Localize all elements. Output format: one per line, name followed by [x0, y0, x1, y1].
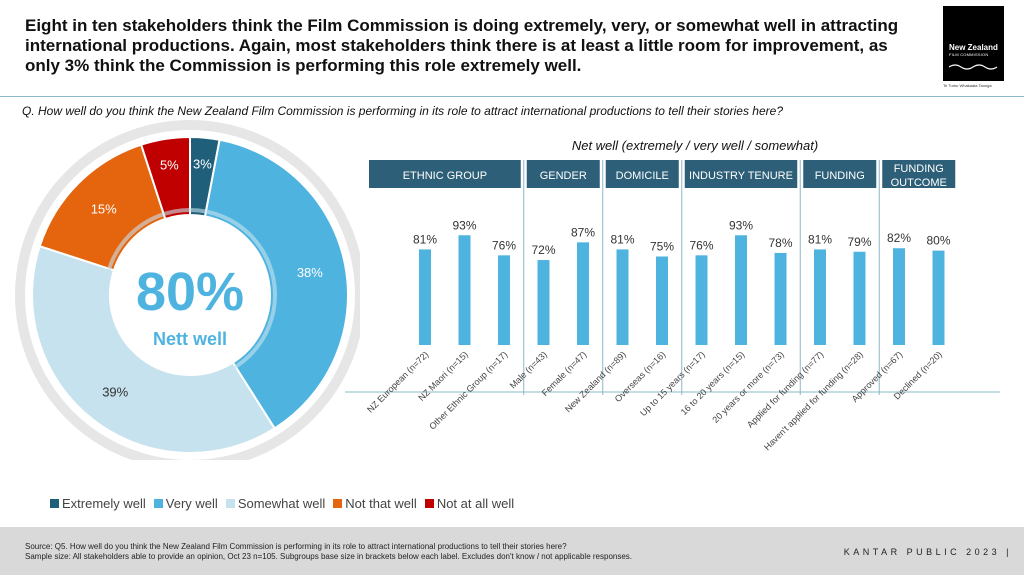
legend-label: Extremely well: [62, 496, 146, 511]
headline: Eight in ten stakeholders think the Film…: [25, 16, 899, 75]
survey-question: Q. How well do you think the New Zealand…: [22, 104, 783, 118]
bar-approved-n-67: [893, 248, 905, 345]
nett-well-label: Nett well: [153, 329, 227, 349]
header-divider: [0, 96, 1024, 97]
slice-label-not-that-well: 15%: [91, 202, 117, 217]
source-note: Source: Q5. How well do you think the Ne…: [25, 542, 632, 562]
legend-swatch: [333, 499, 343, 508]
nzfc-logo: New Zealand FILM COMMISSION: [943, 6, 1004, 81]
donut-outer-ring: [15, 120, 360, 460]
footer: Source: Q5. How well do you think the Ne…: [0, 527, 1024, 575]
slice-label-extremely-well: 3%: [193, 157, 212, 172]
logo-wave-icon: [948, 64, 998, 70]
group-header-label: FUNDING: [815, 170, 865, 182]
category-label: Applied for funding (n=77): [745, 349, 825, 429]
slice-label-somewhat-well: 39%: [102, 384, 128, 399]
group-header-label: FUNDING: [894, 163, 944, 175]
category-label: NZ European (n=72): [365, 349, 430, 414]
legend-item-extremely-well: Extremely well: [50, 496, 146, 511]
legend-label: Somewhat well: [237, 496, 326, 511]
donut-hole: [110, 215, 270, 375]
legend-label: Not at all well: [436, 496, 515, 511]
bar-male-n-43: [537, 260, 550, 345]
bar-applied-for-funding-n-77: [814, 249, 826, 345]
group-header-label: DOMICILE: [616, 170, 669, 182]
bar-value-label: 72%: [531, 243, 555, 257]
bar-value-label: 76%: [689, 238, 713, 252]
bar-value-label: 93%: [729, 218, 753, 232]
legend-item-not-that-well: Not that well: [333, 496, 417, 511]
group-header-domicile: [605, 160, 679, 188]
legend-label: Not that well: [345, 496, 417, 511]
group-header-funding-outcome: [882, 160, 956, 188]
legend-label: Very well: [165, 496, 218, 511]
bar-16-to-20-years-n-15: [735, 235, 747, 345]
legend-item-very-well: Very well: [153, 496, 218, 511]
bar-20-years-or-more-n-73: [774, 252, 787, 345]
bar-value-label: 76%: [492, 238, 516, 252]
bar-haven-t-applied-for-funding-n-28: [853, 251, 866, 345]
bar-nz-maori-n-15: [458, 235, 471, 345]
subgroup-bar-chart: Net well (extremely / very well / somewh…: [345, 138, 1000, 452]
legend-swatch: [153, 499, 163, 508]
slice-label-very-well: 38%: [297, 265, 323, 280]
bar-female-n-47: [577, 242, 589, 345]
group-header-label: GENDER: [540, 170, 587, 182]
brand-mark: KANTAR PUBLIC 2023 |: [843, 547, 1012, 557]
legend-item-not-at-all-well: Not at all well: [424, 496, 515, 511]
category-label: Other Ethnic Group (n=17): [427, 349, 509, 431]
group-header-ethnic-group: [369, 160, 521, 188]
donut-chart: 3% 38% 39% 15% 5% 80% Nett well: [15, 120, 360, 460]
bar-chart-title: Net well (extremely / very well / somewh…: [572, 138, 818, 153]
nett-well-value: 80%: [136, 262, 244, 322]
bar-value-label: 93%: [452, 218, 476, 232]
bar-up-to-15-years-n-17: [695, 255, 708, 345]
sample-line: Sample size: All stakeholders able to pr…: [25, 552, 633, 561]
donut-legend: Extremely well Very well Somewhat well Not …: [50, 496, 522, 511]
bar-value-label: 81%: [808, 232, 832, 246]
legend-swatch: [424, 499, 434, 508]
bar-value-label: 81%: [413, 232, 437, 246]
bar-value-label: 87%: [571, 225, 595, 239]
category-label: Up to 15 years (n=17): [638, 349, 707, 418]
bar-value-label: 80%: [926, 234, 950, 248]
legend-swatch: [225, 499, 235, 508]
bar-other-ethnic-group-n-17: [498, 255, 510, 345]
category-label: 20 years or more (n=73): [710, 349, 786, 425]
legend-swatch: [50, 499, 59, 508]
bar-value-label: 81%: [610, 232, 634, 246]
group-header-label: OUTCOME: [891, 177, 947, 189]
legend-item-somewhat-well: Somewhat well: [225, 496, 326, 511]
bar-value-label: 79%: [847, 235, 871, 249]
bar-value-label: 82%: [887, 231, 911, 245]
source-line: Source: Q5. How well do you think the Ne…: [25, 542, 567, 551]
logo-line1: New Zealand: [949, 43, 998, 52]
logo-line2: FILM COMMISSION: [949, 52, 989, 57]
bar-value-label: 78%: [768, 236, 792, 250]
group-header-gender: [526, 160, 600, 188]
bar-nz-european-n-72: [419, 249, 431, 345]
bar-overseas-n-16: [656, 256, 668, 345]
group-header-label: INDUSTRY TENURE: [689, 170, 793, 182]
bar-value-label: 75%: [650, 240, 674, 254]
bar-declined-n-20: [932, 250, 945, 345]
donut-inner-ring: [103, 208, 277, 382]
group-header-label: ETHNIC GROUP: [403, 170, 487, 182]
category-label: Male (n=43): [508, 349, 549, 390]
logo-tagline: Te Tumu Whakaata Taonga: [943, 83, 992, 88]
group-header-funding: [803, 160, 877, 188]
bar-new-zealand-n-89: [616, 249, 629, 345]
group-header-industry-tenure: [684, 160, 798, 188]
slice-label-not-at-all-well: 5%: [160, 158, 179, 173]
